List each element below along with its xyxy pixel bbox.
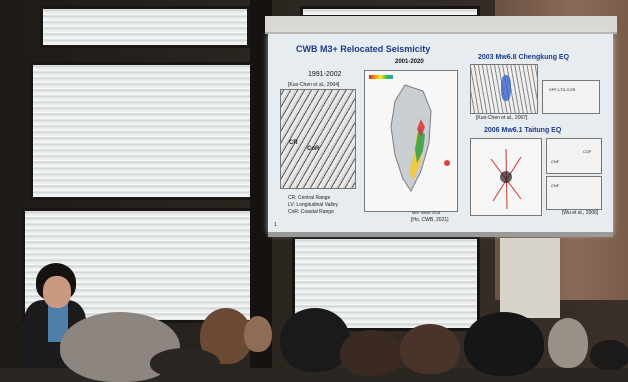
center-map: [364, 70, 458, 212]
chengkung-citation: [Kuo-Chen et al., 2007]: [476, 115, 528, 121]
taitung-section-2: CNF: [546, 176, 602, 210]
slide-title: CWB M3+ Relocated Seismicity: [296, 44, 431, 54]
taitung-faults: [490, 148, 522, 210]
chengkung-map: [470, 64, 538, 114]
label-cr: CR: [289, 140, 298, 146]
presenter-face: [43, 276, 71, 308]
audience-head: [548, 318, 588, 368]
label-cnf-1: CNF: [551, 159, 560, 164]
left-panel-citation: [Kuo-Chen et al., 2004]: [288, 82, 340, 88]
projected-slide: CWB M3+ Relocated Seismicity 2001-2020 1…: [268, 34, 613, 234]
chengkung-title: 2003 Mw6.8 Chengkung EQ: [478, 54, 570, 61]
left-panel-years: 1991-2002: [308, 71, 342, 78]
chengkung-section: VPF-LTS-COR: [542, 80, 600, 114]
taitung-citation: [Wu et al., 2006]: [562, 210, 599, 216]
page-number: 1: [274, 222, 277, 228]
audience-head: [400, 324, 460, 374]
left-seismicity-map: CR CoR: [280, 89, 356, 189]
taitung-map: [470, 138, 542, 216]
presenter-scarf: [48, 302, 68, 342]
color-scale: [369, 75, 393, 79]
aftershock-cluster: [501, 75, 511, 101]
label-cnf-2: CNF: [551, 183, 560, 188]
window-left-middle: [30, 62, 258, 200]
center-legend: M6+ since 2018: [412, 210, 441, 215]
label-cof: COF: [583, 149, 592, 154]
label-cor: CoR: [307, 146, 320, 152]
screen-housing: [265, 16, 617, 34]
legend-cor: CoR: Coastal Range: [288, 209, 334, 215]
audience-head: [150, 348, 220, 378]
chengkung-label: VPF-LTS-COR: [549, 87, 576, 92]
slide-years: 2001-2020: [395, 59, 424, 65]
audience-head: [280, 308, 350, 372]
audience-head: [340, 330, 402, 376]
audience-head: [590, 340, 628, 370]
taitung-title: 2006 Mw6.1 Taitung EQ: [484, 127, 562, 134]
center-citation: [Ho, CWB, 2021]: [411, 217, 449, 223]
screen-bottom-bar: [268, 232, 613, 237]
taiwan-shape: [390, 84, 450, 192]
audience-head: [464, 312, 544, 376]
taitung-section-1: CNF COF: [546, 138, 602, 174]
window-top-left: [40, 6, 250, 48]
legend-lv: LV: Longitudinal Valley: [288, 202, 338, 208]
wall-light: [500, 238, 560, 318]
legend-cr: CR: Central Range: [288, 195, 331, 201]
window-frame: [250, 0, 272, 368]
epicenter-marker: [444, 160, 450, 166]
window-top-center: [300, 6, 480, 18]
audience-head: [244, 316, 272, 352]
